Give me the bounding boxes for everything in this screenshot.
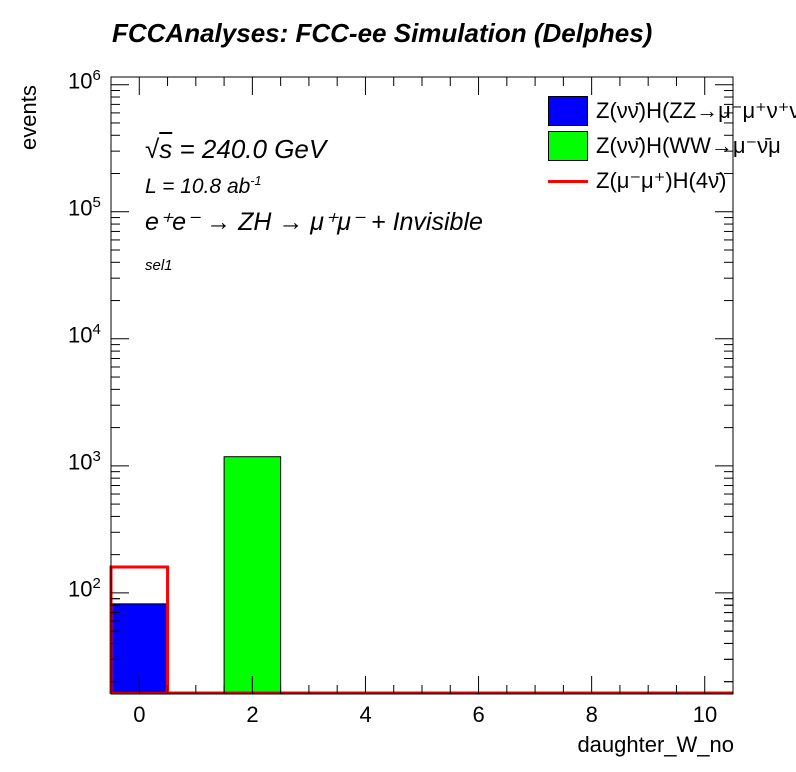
axis-ticks [111,77,733,694]
y-tick-label: 106 [68,66,101,94]
bar-series-1-bin-0 [223,456,282,695]
legend-label-zz: Z(νν̄)H(ZZ→μ⁻μ⁺ν⁺ν [596,98,796,123]
step-line-series-2 [109,565,733,695]
x-tick-label: 4 [359,702,372,727]
sqrt-symbol: √ [145,134,160,164]
luminosity-annotation: L = 10.8 ab-1 [145,174,262,198]
legend-swatch-green [548,131,588,161]
y-tick-label: 102 [68,574,101,602]
legend-entry-ww: Z(νν̄)H(WW→μ⁻ν̄μ [548,130,781,162]
legend-entry-zz: Z(νν̄)H(ZZ→μ⁻μ⁺ν⁺ν [548,95,796,127]
histogram-bars [109,456,733,695]
legend-line-red [548,179,588,183]
legend-swatch-blue [548,96,588,126]
x-tick-label: 8 [585,702,598,727]
y-tick-label: 103 [68,447,101,475]
sqrt-s-annotation: √s = 240.0 GeV [145,134,327,164]
legend-label-mumu: Z(μ⁻μ⁺)H(4ν̄) [596,168,727,193]
legend-entry-mumu: Z(μ⁻μ⁺)H(4ν̄) [548,165,726,197]
selection-annotation: sel1 [145,257,173,274]
x-tick-label: 6 [472,702,485,727]
x-tick-label: 2 [246,702,259,727]
y-tick-label: 104 [68,320,101,348]
y-tick-label: 105 [68,193,101,221]
legend-label-ww: Z(νν̄)H(WW→μ⁻ν̄μ [596,133,781,158]
x-tick-label: 0 [133,702,146,727]
chart-title: FCCAnalyses: FCC-ee Simulation (Delphes) [112,18,653,48]
y-axis-label: events [16,85,41,150]
x-tick-label: 10 [692,702,718,727]
x-axis-label: daughter_W_no [577,732,734,757]
sqrt-s-value: = 240.0 GeV [179,134,327,164]
process-annotation: e⁺e⁻ → ZH → μ⁺μ⁻ + Invisible [145,208,483,236]
